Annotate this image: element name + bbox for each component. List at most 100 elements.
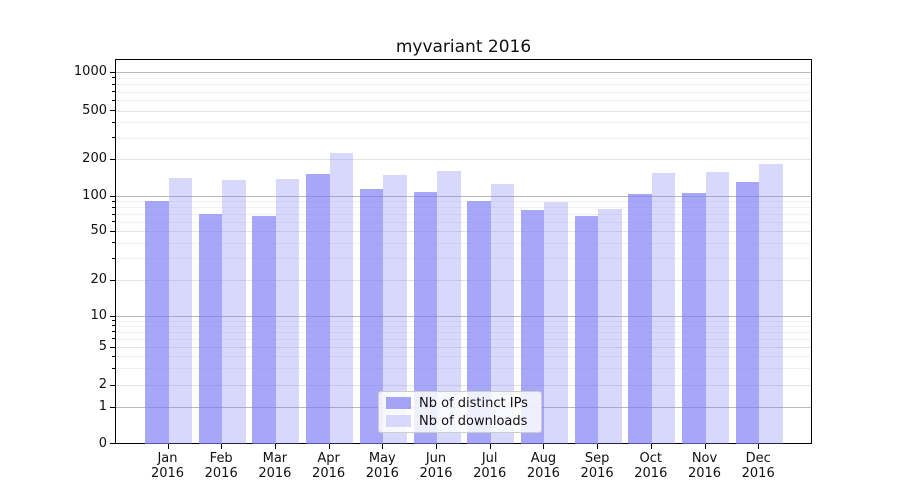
gridline-2: [116, 385, 811, 386]
y-tick-mark-20: [110, 279, 115, 281]
y-tick-label-100: 100: [82, 188, 107, 203]
month-label: May: [368, 451, 396, 466]
y-tick-mark-1: [110, 406, 115, 408]
x-tick-mark-jul: [489, 444, 491, 449]
gridline-minor: [116, 122, 811, 124]
y-tick-minor-mark: [112, 200, 115, 202]
y-tick-mark-500: [110, 110, 115, 111]
y-tick-minor-mark: [112, 320, 115, 322]
legend-swatch-distinct-ips: [386, 397, 411, 409]
x-tick-mark-jan: [167, 444, 169, 449]
bar-nb-of-downloads-nov: [705, 171, 729, 444]
y-tick-minor-mark: [112, 257, 115, 259]
gridline-minor: [116, 356, 811, 358]
gridline-minor: [116, 338, 811, 340]
bar-nb-of-downloads-jul: [490, 183, 515, 444]
month-label: Dec: [745, 451, 771, 466]
gridline-minor: [116, 137, 811, 139]
bar-nb-of-downloads-dec: [759, 163, 783, 444]
y-tick-mark-0: [110, 443, 115, 444]
year-label: 2016: [634, 466, 668, 481]
bar-nb-of-downloads-oct: [651, 172, 676, 444]
legend-label-distinct-ips: Nb of distinct IPs: [419, 395, 528, 411]
x-tick-label-jun: Jun 2016: [409, 451, 463, 481]
bar-nb-of-distinct-ips-apr: [306, 174, 330, 444]
gridline-minor: [116, 331, 811, 333]
x-tick-mark-nov: [704, 444, 706, 449]
y-tick-label-500: 500: [82, 102, 107, 118]
bar-nb-of-downloads-feb: [222, 179, 246, 444]
y-tick-minor-mark: [112, 355, 115, 357]
year-label: 2016: [312, 466, 346, 481]
y-tick-minor-mark: [112, 83, 115, 85]
month-label: Sep: [584, 451, 610, 466]
bar-nb-of-distinct-ips-jul: [467, 201, 491, 444]
bar-nb-of-downloads-jun: [437, 170, 461, 444]
year-label: 2016: [741, 466, 775, 481]
y-tick-minor-mark: [112, 213, 115, 215]
x-tick-mark-aug: [543, 444, 545, 449]
y-tick-mark-2: [110, 384, 115, 386]
x-tick-mark-sep: [597, 444, 599, 449]
y-tick-mark-200: [110, 158, 115, 160]
y-tick-label-50: 50: [90, 223, 107, 238]
bar-nb-of-distinct-ips-dec: [735, 181, 760, 444]
y-tick-label-5: 5: [98, 339, 107, 354]
y-tick-minor-mark: [112, 221, 115, 223]
bar-nb-of-distinct-ips-mar: [252, 216, 276, 444]
x-tick-label-mar: Mar 2016: [248, 451, 302, 481]
x-tick-label-feb: Feb 2016: [194, 451, 248, 481]
bar-nb-of-downloads-jan: [168, 177, 192, 444]
gridline-10: [116, 316, 811, 317]
x-tick-label-may: May 2016: [355, 451, 409, 481]
bar-nb-of-distinct-ips-oct: [628, 194, 652, 444]
bar-nb-of-downloads-may: [383, 175, 407, 444]
legend-entry-downloads: Nb of downloads: [386, 414, 541, 429]
year-label: 2016: [473, 466, 507, 481]
y-tick-mark-5: [110, 346, 115, 348]
gridline-minor: [116, 258, 811, 260]
x-tick-label-jan: Jan 2016: [141, 451, 195, 481]
gridline-minor: [116, 320, 811, 322]
gridline-500: [116, 110, 811, 112]
x-tick-label-nov: Nov 2016: [678, 451, 732, 481]
bar-nb-of-distinct-ips-jun: [413, 191, 437, 444]
gridline-minor: [116, 100, 811, 102]
bar-nb-of-distinct-ips-sep: [574, 216, 599, 444]
x-tick-label-apr: Apr 2016: [302, 451, 356, 481]
y-tick-minor-mark: [112, 242, 115, 244]
y-tick-label-1: 1: [98, 399, 107, 414]
y-tick-minor-mark: [112, 137, 115, 139]
chart-title: myvariant 2016: [395, 37, 532, 57]
y-tick-mark-1000: [110, 71, 115, 73]
plot-area: [115, 59, 812, 444]
gridline-20: [116, 280, 811, 281]
x-tick-mark-may: [382, 444, 384, 449]
legend: Nb of distinct IPs Nb of downloads: [378, 391, 542, 433]
month-label: Jun: [425, 451, 447, 466]
x-tick-label-jul: Jul 2016: [463, 451, 517, 481]
x-tick-mark-feb: [221, 444, 223, 449]
bar-nb-of-downloads-mar: [275, 179, 300, 444]
gridline-minor: [116, 77, 811, 79]
y-tick-label-200: 200: [82, 151, 107, 166]
month-label: Apr: [317, 451, 340, 466]
bar-nb-of-downloads-apr: [329, 153, 354, 444]
year-label: 2016: [687, 466, 722, 481]
x-tick-mark-apr: [328, 444, 330, 449]
y-tick-mark-50: [110, 230, 115, 232]
x-tick-label-aug: Aug 2016: [516, 451, 570, 481]
month-label: Jan: [157, 451, 178, 466]
gridline-200: [116, 159, 811, 160]
year-label: 2016: [365, 466, 399, 481]
gridline-minor: [116, 201, 811, 203]
x-tick-mark-jun: [436, 444, 437, 449]
year-label: 2016: [580, 466, 614, 481]
gridline-minor: [116, 207, 811, 209]
y-tick-minor-mark: [112, 338, 115, 340]
year-label: 2016: [204, 466, 238, 481]
gridline-100: [116, 196, 811, 197]
y-tick-label-10: 10: [90, 308, 107, 323]
gridline-5: [116, 347, 811, 348]
